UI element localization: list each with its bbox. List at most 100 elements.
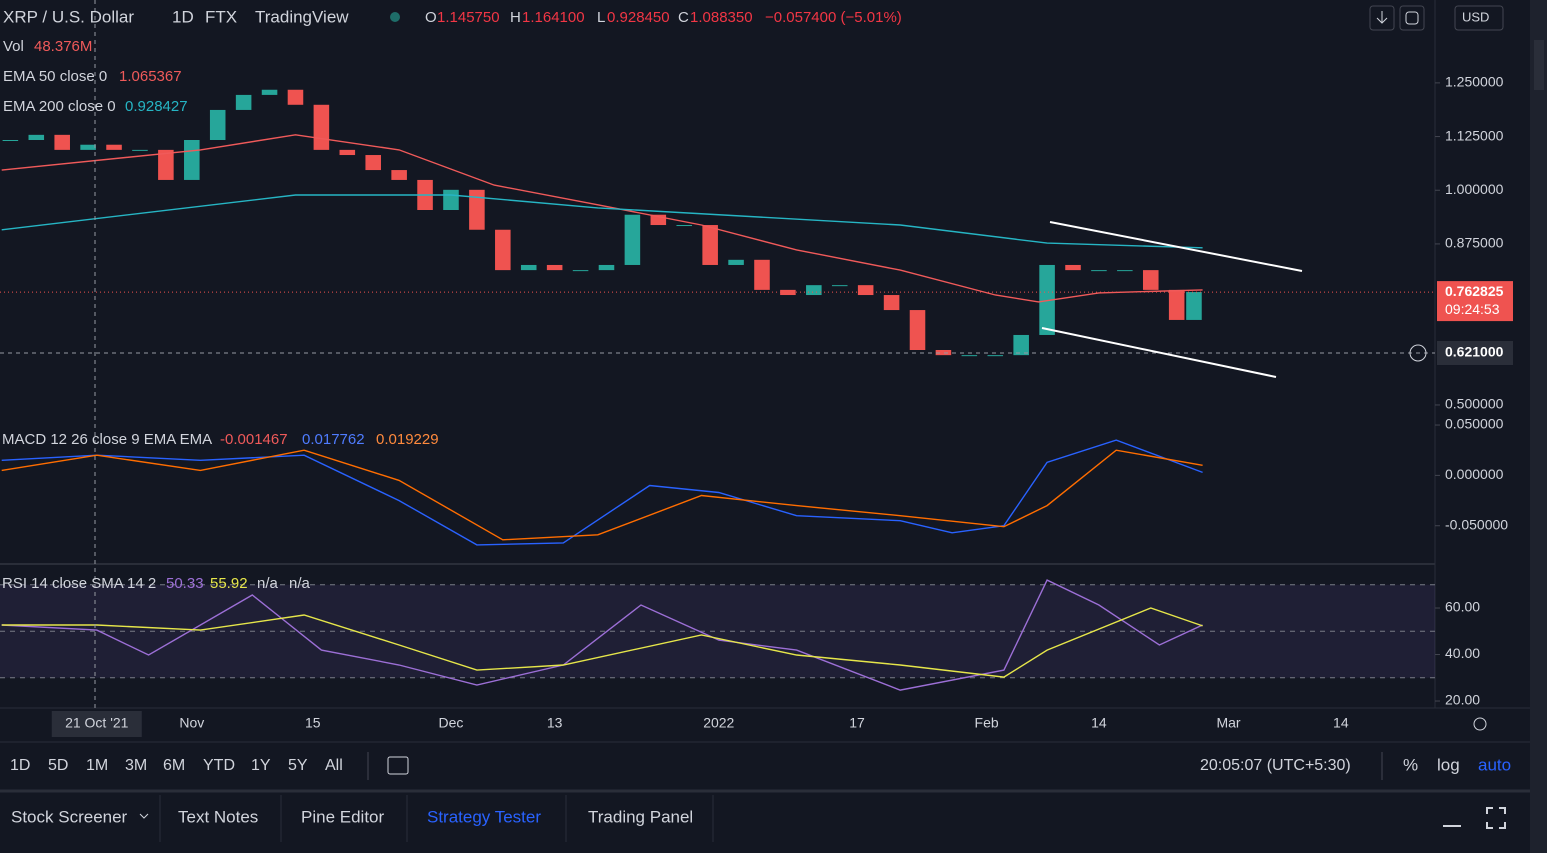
rsi-value: 50.33: [166, 575, 204, 592]
exchange: FTX: [205, 7, 237, 26]
range-button[interactable]: 5Y: [288, 757, 308, 774]
range-button[interactable]: 1Y: [251, 757, 271, 774]
range-button[interactable]: 3M: [125, 757, 147, 774]
legend-name: EMA 50 close 0: [3, 68, 107, 85]
candle: [650, 214, 667, 226]
ohlc-value: 0.928450: [607, 9, 670, 26]
ohlc-key: O: [425, 9, 437, 26]
ohlc-key: C: [678, 9, 689, 26]
tab[interactable]: Stock Screener: [11, 807, 128, 826]
macd-title: MACD 12 26 close 9 EMA EMA: [2, 431, 212, 448]
y-tick-label: 0.000000: [1445, 466, 1504, 482]
candle: [235, 94, 252, 110]
candle: [365, 155, 381, 171]
tab[interactable]: Text Notes: [178, 807, 258, 826]
ohlc-value: 1.164100: [522, 9, 585, 26]
range-button[interactable]: 5D: [48, 757, 68, 774]
rsi-title: RSI 14 close SMA 14 2: [2, 575, 156, 592]
rsi-pane: [0, 565, 1435, 708]
vol-value: 48.376M: [34, 38, 92, 55]
rsi-band: [0, 584, 1435, 678]
maximize-icon[interactable]: [1486, 807, 1506, 829]
candle: [754, 259, 770, 290]
candle: [313, 104, 330, 150]
currency[interactable]: USD: [1462, 9, 1489, 24]
candle: [1065, 264, 1081, 271]
clock[interactable]: 20:05:07 (UTC+5:30): [1200, 757, 1351, 774]
ohlc-key: H: [510, 9, 521, 26]
legend-name: EMA 200 close 0: [3, 98, 116, 115]
range-button[interactable]: 1D: [10, 757, 30, 774]
y-tick-label: 60.00: [1445, 599, 1480, 615]
x-tick-label: 13: [547, 715, 563, 731]
macd-value: 0.017762: [302, 431, 365, 448]
scrollbar: [1534, 40, 1544, 90]
download-icon: [1376, 11, 1388, 24]
settings-icon[interactable]: [1473, 717, 1487, 731]
x-tick-label: 21 Oct '21: [65, 715, 129, 731]
date-range-icon[interactable]: [387, 756, 409, 775]
legend-value: 0.928427: [125, 98, 188, 115]
rsi-extra: n/a: [257, 575, 279, 592]
x-tick-label: Mar: [1216, 715, 1240, 731]
source: TradingView: [255, 7, 349, 26]
last-price-box: [1437, 281, 1513, 322]
tab[interactable]: Trading Panel: [588, 807, 693, 826]
symbol[interactable]: XRP / U.S. Dollar: [3, 7, 134, 26]
candle: [987, 355, 1004, 357]
signal-value: 0.019229: [376, 431, 439, 448]
y-tick-label: 1.000000: [1445, 181, 1504, 197]
trend-line: [1049, 221, 1303, 272]
candle: [728, 259, 744, 265]
crosshair-date-box: [51, 711, 142, 737]
candle: [883, 295, 900, 311]
countdown: 09:24:53: [1445, 301, 1500, 317]
candle: [158, 149, 174, 180]
range-button[interactable]: YTD: [203, 757, 235, 774]
candle: [1142, 270, 1159, 290]
candle: [1117, 270, 1133, 272]
tab[interactable]: Pine Editor: [301, 807, 384, 826]
currency-button[interactable]: [1454, 5, 1504, 31]
candle: [469, 189, 485, 230]
candle: [184, 140, 200, 180]
candle: [624, 214, 641, 265]
percent-toggle[interactable]: %: [1403, 755, 1418, 774]
interval[interactable]: 1D: [172, 7, 194, 26]
auto-toggle[interactable]: auto: [1478, 755, 1511, 774]
vol-label: Vol: [3, 38, 24, 55]
ohlc-value: 1.145750: [437, 9, 500, 26]
candle: [80, 144, 96, 150]
market-status: [390, 12, 400, 22]
trend-line: [1041, 327, 1277, 378]
right-sidebar: [1530, 0, 1547, 853]
ema-line: [1, 194, 1203, 249]
candle: [546, 264, 563, 271]
refresh-button[interactable]: [1399, 5, 1425, 31]
indicator-line: [1, 439, 1203, 546]
candle: [676, 225, 693, 227]
refresh-icon: [1405, 11, 1419, 25]
candle: [443, 189, 459, 210]
x-tick-label: 15: [305, 715, 321, 731]
candle: [1013, 334, 1029, 356]
candle: [2, 140, 19, 141]
range-button[interactable]: All: [325, 757, 343, 774]
x-tick-label: Feb: [975, 715, 999, 731]
ema-line: [1, 134, 1203, 303]
range-button[interactable]: 6M: [163, 757, 185, 774]
candle: [391, 170, 407, 180]
indicator-line: [1, 607, 1203, 678]
tab-active[interactable]: Strategy Tester: [427, 807, 541, 826]
candle: [209, 109, 226, 140]
range-button[interactable]: 1M: [86, 757, 108, 774]
y-tick-label: 0.500000: [1445, 396, 1504, 412]
legend-value: 1.065367: [119, 68, 182, 85]
candle: [572, 270, 589, 272]
chevron[interactable]: [139, 813, 149, 819]
log-toggle[interactable]: log: [1437, 755, 1460, 774]
candle: [28, 134, 45, 140]
crosshair-price-box: [1437, 341, 1513, 366]
